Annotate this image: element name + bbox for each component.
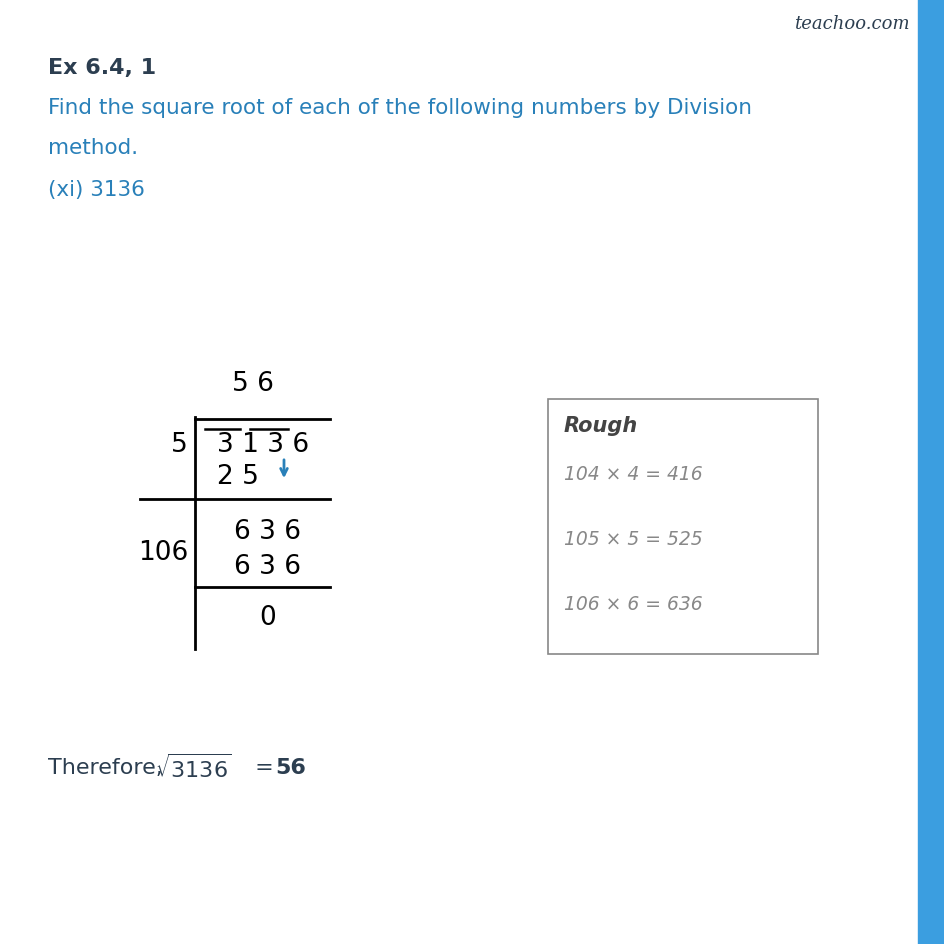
Text: Ex 6.4, 1: Ex 6.4, 1 [48,58,156,78]
Text: 5 6: 5 6 [232,371,274,396]
Text: Find the square root of each of the following numbers by Division: Find the square root of each of the foll… [48,98,751,118]
Text: 105 × 5 = 525: 105 × 5 = 525 [564,530,702,548]
Text: (xi) 3136: (xi) 3136 [48,179,144,200]
Text: $\sqrt{3136}$: $\sqrt{3136}$ [155,753,231,782]
Text: method.: method. [48,138,138,158]
Text: 6 3 6: 6 3 6 [234,553,301,580]
Text: 3 1 3 6: 3 1 3 6 [217,431,309,458]
Text: Rough: Rough [564,415,637,435]
Text: 106: 106 [138,539,188,565]
Text: 0: 0 [260,604,276,631]
Text: teachoo.com: teachoo.com [794,15,909,33]
Text: 2 5: 2 5 [217,464,259,490]
Text: 106 × 6 = 636: 106 × 6 = 636 [564,595,702,614]
Bar [917,0,944,944]
Text: =: = [247,757,280,777]
Text: 6 3 6: 6 3 6 [234,518,301,545]
Text: 104 × 4 = 416: 104 × 4 = 416 [564,464,702,483]
Text: 56: 56 [275,757,306,777]
Text: Therefore,: Therefore, [48,757,170,777]
Text: 5: 5 [171,431,188,458]
Bar [548,399,818,654]
